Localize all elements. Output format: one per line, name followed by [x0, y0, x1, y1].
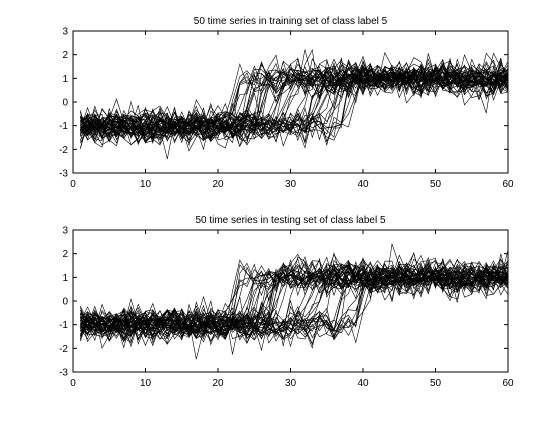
y-tick-label: -1	[59, 320, 68, 331]
y-tick-label: 0	[62, 297, 68, 308]
series-line-47	[80, 251, 508, 340]
series-line-14	[80, 54, 508, 137]
chart-title: 50 time series in training set of class …	[194, 16, 388, 27]
y-tick-label: -3	[59, 368, 68, 379]
series-line-45	[80, 55, 508, 137]
y-tick-label: 0	[62, 98, 68, 109]
x-tick-label: 30	[285, 179, 297, 190]
x-tick-label: 60	[502, 179, 514, 190]
chart-title: 50 time series in testing set of class l…	[195, 215, 386, 226]
y-tick-label: 3	[62, 27, 68, 38]
series-group	[80, 243, 508, 360]
y-tick-label: -3	[59, 169, 68, 180]
series-group	[80, 48, 508, 160]
series-line-43	[80, 57, 508, 139]
series-line-48	[80, 269, 508, 344]
series-line-50	[80, 263, 508, 347]
y-tick-label: 2	[62, 50, 68, 61]
x-tick-label: 20	[212, 378, 224, 389]
y-tick-label: 3	[62, 226, 68, 237]
x-tick-label: 0	[70, 378, 76, 389]
series-line-47	[80, 61, 508, 148]
y-tick-label: -1	[59, 121, 68, 132]
x-tick-label: 50	[430, 378, 442, 389]
series-line-39	[80, 260, 508, 342]
series-line-49	[80, 260, 508, 341]
axes-box	[72, 30, 509, 174]
series-line-46	[80, 57, 508, 139]
series-line-31	[80, 252, 508, 345]
x-tick-label: 20	[212, 179, 224, 190]
x-tick-label: 10	[140, 378, 152, 389]
y-tick-label: 1	[62, 74, 68, 85]
training-set-plot: 0 10 20 30 40 50 60 -3 -2 -1 0 1 2 3 50 time series in…	[59, 16, 514, 190]
series-line-48	[80, 65, 508, 141]
y-tick-label: 1	[62, 273, 68, 284]
testing-set-plot: 0 10 20 30 40 50 60 -3 -2 -1 0 1 2 3 50 time series in…	[59, 215, 514, 389]
series-line-43	[80, 263, 508, 342]
x-tick-label: 50	[430, 179, 442, 190]
series-line-42	[80, 261, 508, 345]
y-tick-label: 2	[62, 249, 68, 260]
x-tick-label: 0	[70, 179, 76, 190]
x-tick-label: 40	[357, 179, 369, 190]
x-tick-label: 10	[140, 179, 152, 190]
x-tick-label: 60	[502, 378, 514, 389]
series-line-46	[80, 256, 508, 344]
x-tick-label: 40	[357, 378, 369, 389]
y-tick-label: -2	[59, 145, 68, 156]
series-line-50	[80, 58, 508, 146]
y-tick-label: -2	[59, 344, 68, 355]
x-tick-label: 30	[285, 378, 297, 389]
series-line-49	[80, 57, 508, 145]
